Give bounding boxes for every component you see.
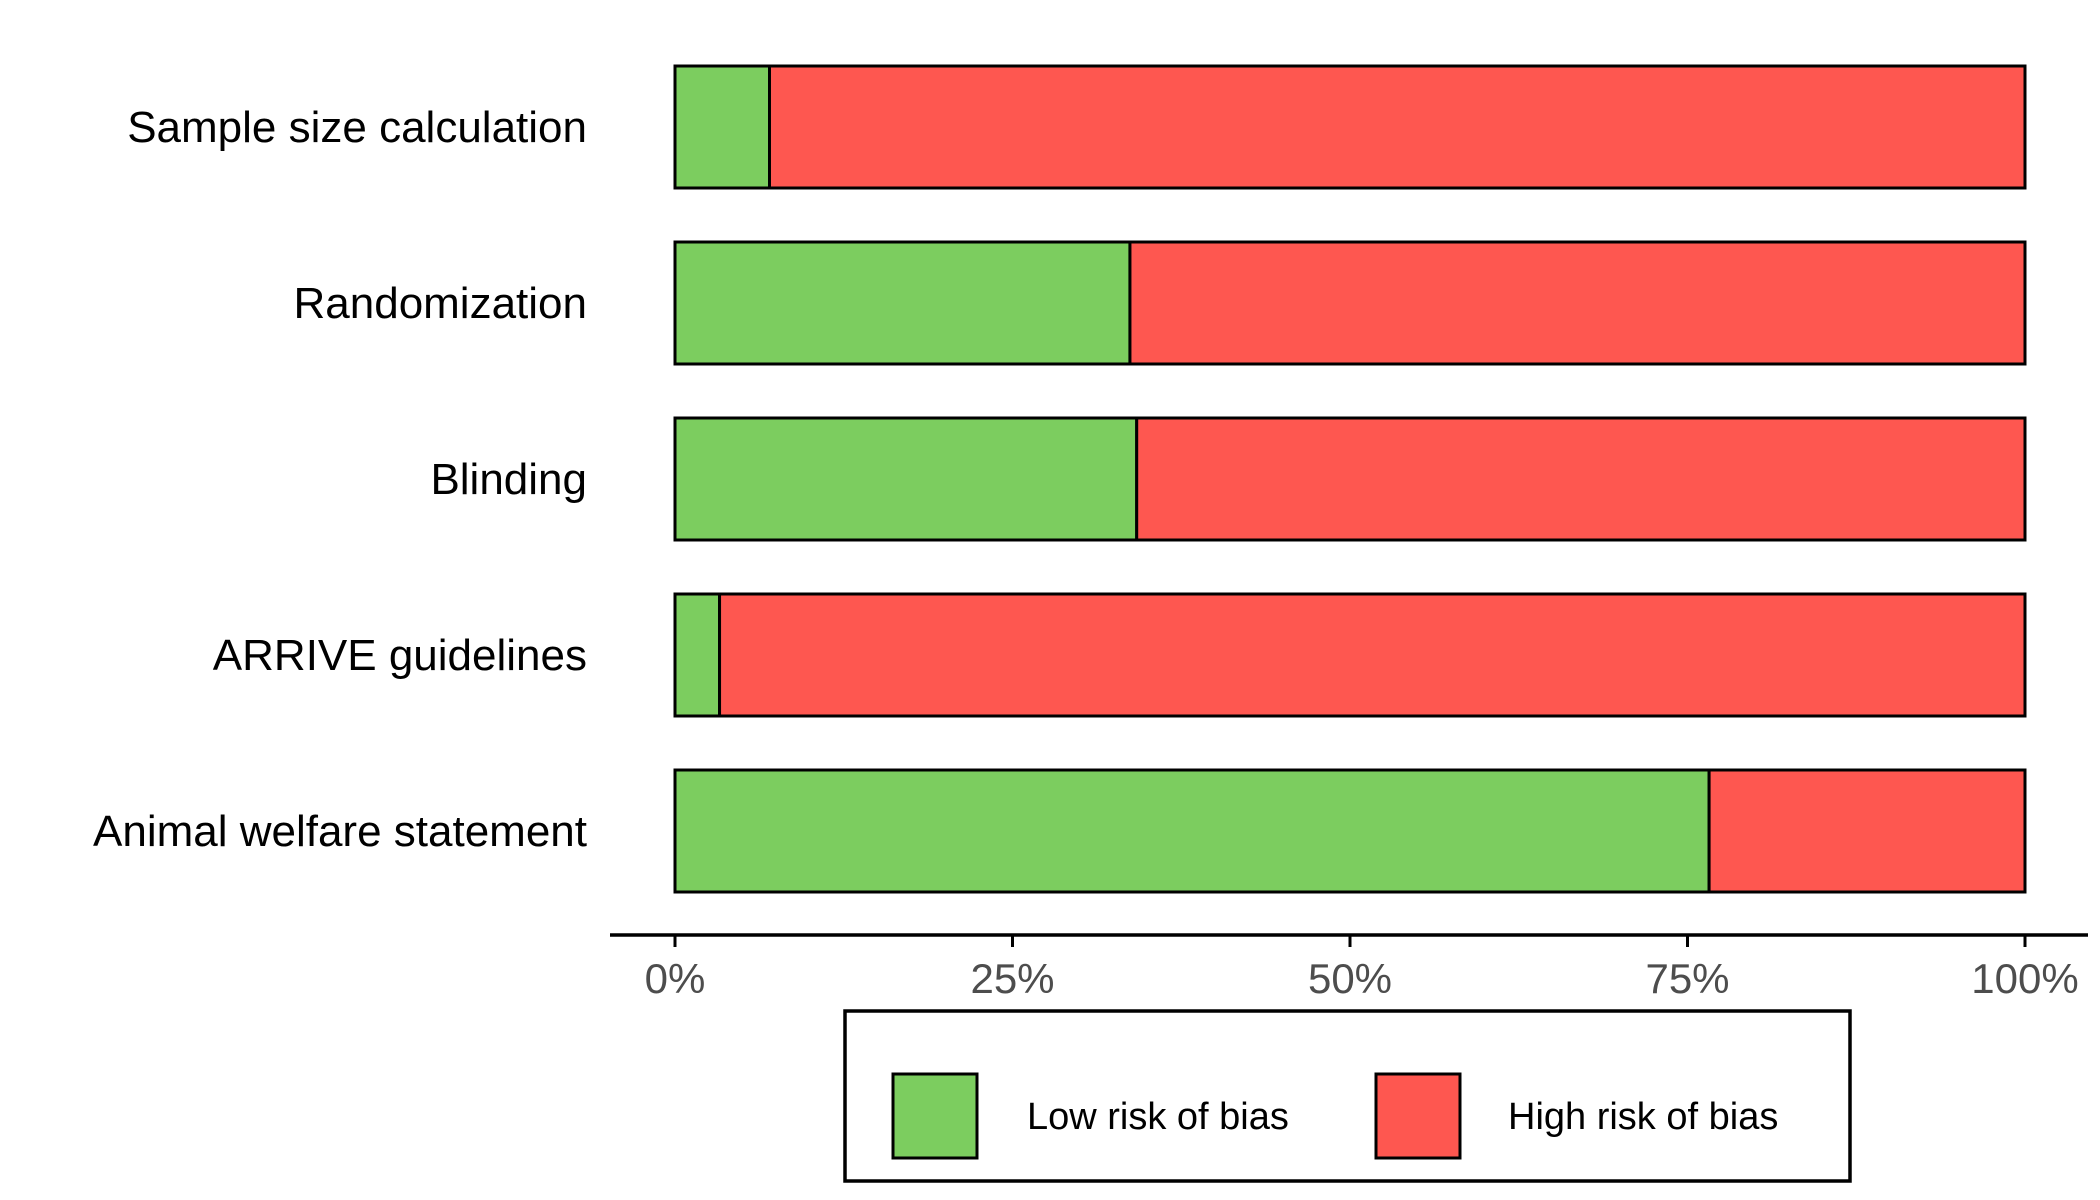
- x-tick-label-50: 50%: [1308, 955, 1392, 1002]
- legend-box: [843, 1009, 1852, 1183]
- category-label-arrive-guidelines: ARRIVE guidelines: [213, 631, 587, 680]
- legend: Low risk of bias High risk of bias: [843, 1009, 1852, 1183]
- bar-high-risk-of-bias-animal-welfare-statement: [1707, 768, 2027, 894]
- bar-low-risk-of-bias-randomization: [673, 240, 1132, 366]
- category-label-animal-welfare-statement: Animal welfare statement: [93, 807, 587, 856]
- bar-low-risk-of-bias-animal-welfare-statement: [673, 768, 1711, 894]
- category-labels: Sample size calculation Randomization Blin…: [93, 103, 587, 856]
- category-label-blinding: Blinding: [430, 455, 587, 504]
- x-tick-label-25: 25%: [970, 955, 1054, 1002]
- category-label-randomization: Randomization: [294, 279, 588, 328]
- bar-low-risk-of-bias-arrive-guidelines: [673, 592, 722, 718]
- bar-high-risk-of-bias-blinding: [1135, 416, 2027, 542]
- x-tick-label-75: 75%: [1645, 955, 1729, 1002]
- x-axis: 0% 25% 50% 75% 100%: [610, 933, 2088, 1002]
- category-label-sample-size-calculation: Sample size calculation: [127, 103, 587, 152]
- bar-low-risk-of-bias-sample-size-calculation: [673, 64, 771, 190]
- x-tick-label-100: 100%: [1971, 955, 2078, 1002]
- legend-label-low-risk-of-bias: Low risk of bias: [1027, 1096, 1289, 1138]
- legend-key-low-risk-of-bias: [891, 1072, 979, 1160]
- bar-low-risk-of-bias-blinding: [673, 416, 1139, 542]
- x-tick-label-0: 0%: [645, 955, 706, 1002]
- bar-high-risk-of-bias-arrive-guidelines: [718, 592, 2027, 718]
- bar-high-risk-of-bias-sample-size-calculation: [768, 64, 2027, 190]
- bar-high-risk-of-bias-randomization: [1128, 240, 2027, 366]
- legend-label-high-risk-of-bias: High risk of bias: [1508, 1096, 1778, 1138]
- bars-layer: [673, 64, 2027, 894]
- legend-key-high-risk-of-bias: [1374, 1072, 1462, 1160]
